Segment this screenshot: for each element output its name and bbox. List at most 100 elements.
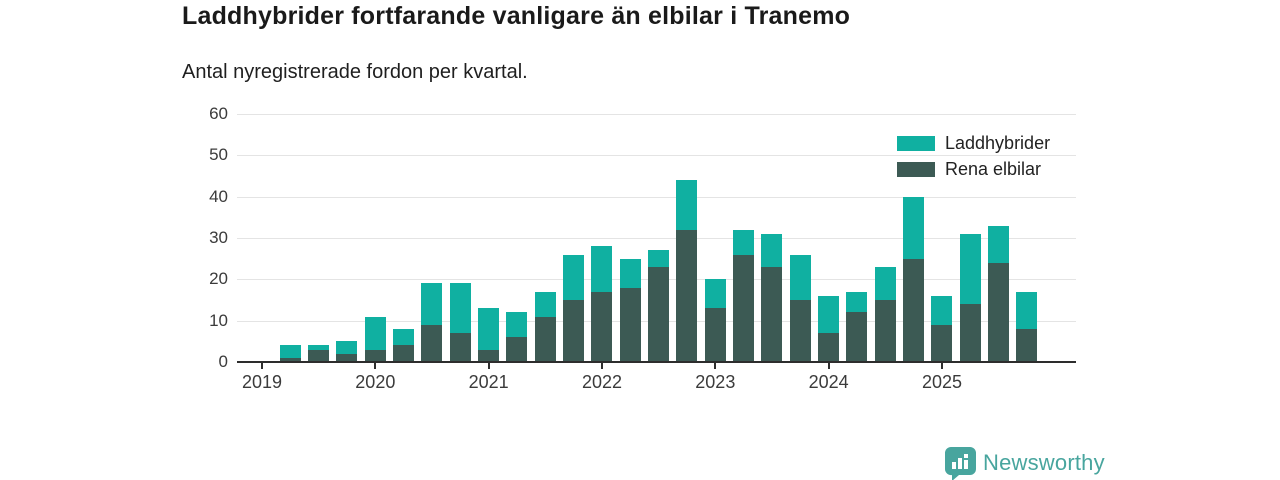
legend-item-laddhybrider: Laddhybrider xyxy=(897,130,1050,156)
bar-2023-q1 xyxy=(704,279,726,362)
bar-2022-q2 xyxy=(619,258,641,362)
bar-2022-q1 xyxy=(591,246,613,362)
x-axis-line xyxy=(237,361,1076,363)
bar-2025-q3 xyxy=(988,225,1010,362)
x-axis-tick xyxy=(600,363,603,369)
bar-2021-q2 xyxy=(506,312,528,362)
bar-segment-rena-elbilar xyxy=(279,357,301,362)
bar-segment-rena-elbilar xyxy=(336,353,358,362)
bar-segment-rena-elbilar xyxy=(308,349,330,362)
bar-2023-q4 xyxy=(789,254,811,362)
x-axis-tick xyxy=(374,363,377,369)
newsworthy-branding: Newsworthy xyxy=(944,446,1105,480)
x-axis-tick xyxy=(487,363,490,369)
bar-segment-rena-elbilar xyxy=(449,333,471,362)
newsworthy-logo-icon xyxy=(944,447,976,480)
bar-segment-laddhybrider xyxy=(421,283,443,325)
bar-segment-laddhybrider xyxy=(676,180,698,230)
bar-segment-rena-elbilar xyxy=(733,254,755,362)
bar-segment-rena-elbilar xyxy=(846,312,868,362)
y-axis-tick-label: 30 xyxy=(209,228,228,247)
bar-segment-laddhybrider xyxy=(449,283,471,334)
bar-segment-rena-elbilar xyxy=(959,304,981,362)
bar-segment-rena-elbilar xyxy=(761,266,783,362)
bar-2021-q4 xyxy=(563,254,585,362)
x-axis-year-label: 2025 xyxy=(921,372,962,392)
bar-segment-rena-elbilar xyxy=(619,287,641,362)
bar-segment-laddhybrider xyxy=(308,345,330,350)
bar-segment-rena-elbilar xyxy=(931,324,953,362)
bar-2021-q3 xyxy=(534,291,556,362)
bar-segment-laddhybrider xyxy=(1016,291,1038,329)
x-axis-year-label: 2023 xyxy=(695,372,736,392)
bar-segment-laddhybrider xyxy=(903,196,925,259)
y-axis-tick-label: 0 xyxy=(218,352,228,371)
bar-segment-laddhybrider xyxy=(336,341,358,354)
bar-segment-laddhybrider xyxy=(789,254,811,300)
bar-segment-rena-elbilar xyxy=(818,333,840,362)
bar-2024-q3 xyxy=(874,266,896,362)
bar-2025-q1 xyxy=(931,295,953,362)
y-axis-tick-label: 50 xyxy=(209,145,228,165)
bar-2024-q4 xyxy=(903,196,925,362)
chart-legend: Laddhybrider Rena elbilar xyxy=(897,130,1050,182)
bar-segment-laddhybrider xyxy=(648,250,670,267)
x-axis-tick xyxy=(827,363,830,369)
bar-segment-laddhybrider xyxy=(364,316,386,350)
bar-segment-rena-elbilar xyxy=(874,300,896,362)
rena-elbilar-swatch-icon xyxy=(897,161,935,177)
bar-segment-laddhybrider xyxy=(959,233,981,305)
bar-segment-laddhybrider xyxy=(874,266,896,300)
bar-2024-q1 xyxy=(818,295,840,362)
bar-segment-laddhybrider xyxy=(761,233,783,267)
x-axis-year-label: 2019 xyxy=(241,372,283,392)
bar-segment-rena-elbilar xyxy=(988,262,1010,362)
bar-segment-laddhybrider xyxy=(931,295,953,325)
bar-2022-q3 xyxy=(648,250,670,362)
bar-2023-q3 xyxy=(761,233,783,362)
bar-segment-laddhybrider xyxy=(733,229,755,255)
bar-segment-rena-elbilar xyxy=(534,316,556,362)
bar-segment-rena-elbilar xyxy=(676,229,698,362)
bar-segment-laddhybrider xyxy=(619,258,641,288)
bar-2022-q4 xyxy=(676,180,698,362)
chart-subtitle: Antal nyregistrerade fordon per kvartal. xyxy=(182,61,528,83)
bar-2024-q2 xyxy=(846,291,868,362)
bar-segment-rena-elbilar xyxy=(506,337,528,362)
bar-segment-laddhybrider xyxy=(563,254,585,300)
bar-2020-q1 xyxy=(364,316,386,362)
bar-segment-rena-elbilar xyxy=(1016,328,1038,362)
gridline-30 xyxy=(237,238,1076,239)
bar-2025-q4 xyxy=(1016,291,1038,362)
x-axis-year-label: 2020 xyxy=(355,372,396,392)
bar-segment-rena-elbilar xyxy=(903,258,925,362)
gridline-50 xyxy=(237,155,1076,157)
bar-2021-q1 xyxy=(478,308,500,362)
y-axis-tick-label: 20 xyxy=(209,269,228,289)
bar-segment-rena-elbilar xyxy=(648,266,670,362)
gridline-60 xyxy=(237,114,1076,115)
bar-segment-rena-elbilar xyxy=(478,349,500,362)
y-axis-tick-label: 10 xyxy=(209,310,228,330)
legend-item-rena-elbilar: Rena elbilar xyxy=(897,156,1050,182)
x-axis-year-label: 2024 xyxy=(808,372,849,392)
bar-segment-rena-elbilar xyxy=(563,300,585,362)
bar-segment-rena-elbilar xyxy=(421,324,443,362)
laddhybrider-swatch-icon xyxy=(897,135,935,151)
newsworthy-logo-text: Newsworthy xyxy=(983,450,1105,475)
legend-label: Laddhybrider xyxy=(945,132,1051,153)
bar-segment-laddhybrider xyxy=(393,328,415,346)
page-title: Laddhybrider fortfarande vanligare än el… xyxy=(182,2,851,30)
y-axis-tick-label: 40 xyxy=(209,186,228,206)
bar-2025-q2 xyxy=(959,233,981,362)
bar-segment-laddhybrider xyxy=(988,225,1010,263)
bar-segment-laddhybrider xyxy=(478,308,500,350)
gridline-40 xyxy=(237,196,1076,198)
x-axis-tick xyxy=(940,363,943,369)
bar-2020-q3 xyxy=(421,283,443,362)
bar-2020-q2 xyxy=(393,328,415,362)
x-axis-year-label: 2021 xyxy=(468,372,509,392)
bar-segment-laddhybrider xyxy=(534,291,556,317)
bar-segment-rena-elbilar xyxy=(789,300,811,362)
